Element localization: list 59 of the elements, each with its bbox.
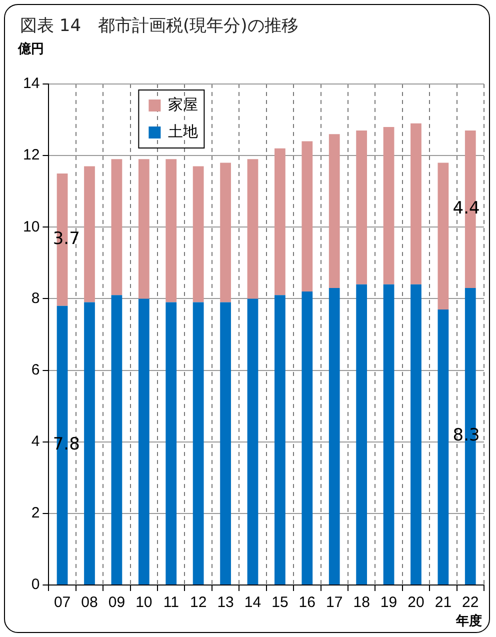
bar: [84, 302, 95, 584]
bar: [356, 284, 368, 584]
bar: [166, 159, 177, 302]
y-tick-label: 2: [31, 504, 40, 522]
bar: [302, 141, 313, 292]
bar: [410, 284, 422, 584]
bar: [247, 298, 258, 584]
x-tick-label: 10: [136, 594, 152, 612]
x-tick-label: 11: [163, 594, 179, 612]
data-label: 4.4: [452, 198, 480, 219]
y-tick-label: 12: [22, 146, 40, 164]
bar: [274, 148, 286, 296]
bar: [438, 309, 449, 584]
bar: [192, 302, 204, 584]
bar: [138, 159, 150, 299]
y-tick-label: 8: [31, 290, 40, 307]
bar: [438, 162, 449, 310]
data-label: 3.7: [52, 229, 80, 250]
x-tick-label: 22: [462, 594, 479, 612]
bar: [84, 166, 95, 302]
x-tick-label: 15: [272, 594, 288, 612]
y-axis-title: 億円: [18, 40, 44, 58]
bar: [302, 292, 313, 584]
bar: [356, 130, 368, 284]
x-tick-label: 14: [244, 594, 262, 612]
x-tick-label: 09: [108, 594, 126, 612]
y-tick-label: 10: [22, 218, 40, 236]
y-tick-label: 4: [31, 433, 40, 450]
x-tick-label: 21: [434, 594, 452, 612]
chart-title: 図表 14 都市計画税(現年分)の推移: [20, 15, 298, 37]
bar: [166, 302, 177, 584]
x-tick-label: 12: [190, 594, 207, 612]
bar: [192, 166, 204, 302]
bar: [274, 295, 286, 584]
legend-label: 家屋: [168, 96, 198, 114]
legend-label: 土地: [168, 124, 198, 141]
x-tick-label: 20: [408, 594, 424, 612]
x-tick-label: 08: [81, 594, 98, 612]
bar: [247, 159, 258, 299]
bar: [111, 159, 122, 296]
x-tick-label: 19: [380, 594, 398, 612]
bar: [111, 295, 122, 584]
x-axis-title: 年度: [456, 612, 482, 630]
bar: [220, 162, 231, 302]
x-tick-label: 17: [326, 594, 343, 612]
bar: [138, 298, 150, 584]
bar: [220, 302, 231, 584]
x-tick-label: 16: [298, 594, 316, 612]
y-tick-label: 0: [31, 576, 40, 594]
bar: [383, 284, 394, 584]
bar: [410, 123, 422, 284]
bar: [328, 134, 340, 288]
bar: [383, 126, 394, 284]
x-tick-label: 13: [217, 594, 234, 612]
bar: [328, 288, 340, 584]
y-tick-label: 6: [31, 361, 40, 378]
x-tick-label: 07: [54, 594, 71, 612]
x-tick-label: 18: [353, 594, 370, 612]
y-tick-label: 14: [22, 75, 40, 92]
